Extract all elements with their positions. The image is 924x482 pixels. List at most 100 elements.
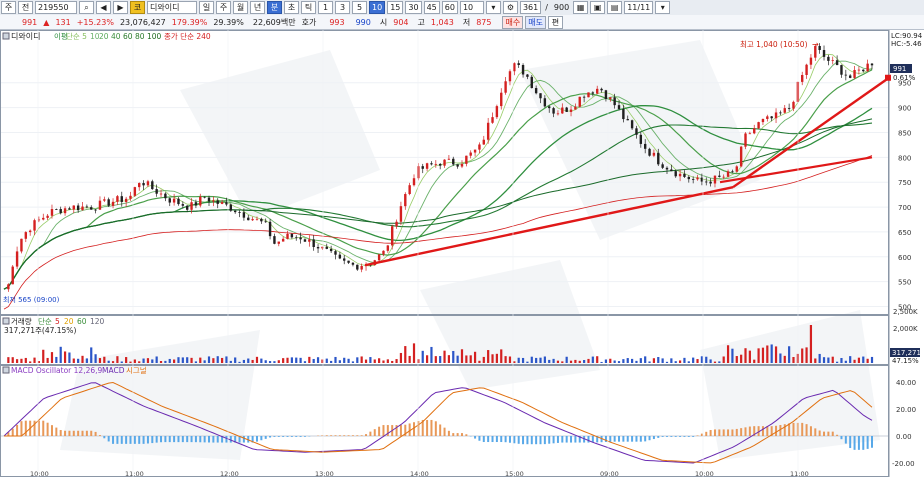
date-picker-icon[interactable]: ▾: [655, 1, 670, 14]
candle-body: [134, 187, 136, 196]
volume-bar: [622, 359, 624, 363]
candle-body: [190, 202, 192, 210]
volume-bar: [330, 361, 332, 363]
interval-10[interactable]: 10: [369, 1, 385, 14]
macd-oscillator-bar: [806, 424, 808, 436]
candle-body: [722, 177, 724, 178]
volume-bar: [20, 359, 22, 363]
tab-year[interactable]: 년: [250, 1, 265, 14]
macd-oscillator-bar: [156, 436, 158, 443]
next-stock-icon[interactable]: ▶: [113, 1, 128, 14]
macd-oscillator-bar: [649, 436, 651, 440]
hc-label: HC:-5.46: [891, 40, 922, 48]
open-label: 시: [374, 17, 390, 28]
volume-bar: [260, 359, 262, 363]
volume-bar: [762, 348, 764, 363]
volume-tick-1: 2,500K: [893, 308, 918, 316]
volume-bar: [679, 360, 681, 363]
macd-oscillator-bar: [20, 421, 22, 436]
tab-minute[interactable]: 분: [267, 1, 282, 14]
volume-bar: [640, 358, 642, 363]
macd-oscillator-bar: [125, 436, 127, 444]
interval-3[interactable]: 3: [335, 1, 350, 14]
candle-body: [186, 206, 188, 210]
tab-tick[interactable]: 틱: [301, 1, 316, 14]
tab-month[interactable]: 월: [233, 1, 248, 14]
macd-oscillator-bar: [439, 424, 441, 436]
calendar-icon[interactable]: ▤: [607, 1, 622, 14]
volume-bar: [784, 356, 786, 363]
market-select[interactable]: 전: [18, 1, 33, 14]
macd-oscillator-bar: [587, 436, 589, 443]
stock-type-select[interactable]: 주: [1, 1, 16, 14]
candle-body: [609, 97, 611, 99]
candle-body: [688, 177, 690, 179]
candle-body: [60, 209, 62, 213]
volume-bar: [25, 358, 27, 363]
lock-icon[interactable]: ▣: [590, 1, 605, 14]
candle-body: [749, 133, 751, 134]
stock-code-input[interactable]: 219550: [35, 1, 77, 14]
prev-stock-icon[interactable]: ◀: [96, 1, 111, 14]
volume-bar: [304, 361, 306, 363]
tab-day[interactable]: 일: [199, 1, 214, 14]
settings-icon[interactable]: ⚙: [503, 1, 518, 14]
candle-body: [138, 183, 140, 187]
macd-oscillator-bar: [766, 426, 768, 436]
date-field[interactable]: 11/11: [624, 1, 653, 14]
macd-oscillator-bar: [55, 428, 57, 436]
candle-body: [836, 60, 838, 65]
volume-bar: [518, 358, 520, 363]
volume-ma-5: 5: [55, 317, 60, 326]
tab-week[interactable]: 주: [216, 1, 231, 14]
candle-body: [500, 93, 502, 106]
tab-second[interactable]: 초: [284, 1, 299, 14]
macd-oscillator-bar: [718, 429, 720, 436]
sell-button[interactable]: 매도: [525, 16, 546, 29]
interval-30[interactable]: 30: [405, 1, 421, 14]
volume-tag-pct: 47.15%: [892, 357, 919, 365]
candle-body: [90, 207, 92, 209]
buy-button[interactable]: 매수: [502, 16, 523, 29]
macd-oscillator-bar: [570, 436, 572, 443]
interval-dropdown[interactable]: 10: [460, 1, 484, 14]
interval-1[interactable]: 1: [318, 1, 333, 14]
macd-oscillator-bar: [417, 421, 419, 436]
volume-bar: [33, 358, 35, 363]
candle-body: [295, 237, 297, 238]
search-icon[interactable]: ⌕: [79, 1, 94, 14]
interval-45[interactable]: 45: [424, 1, 440, 14]
volume-bar: [273, 361, 275, 363]
count-field[interactable]: 361: [520, 1, 541, 14]
edit-button[interactable]: 편: [548, 16, 563, 29]
macd-oscillator-bar: [457, 433, 459, 436]
macd-oscillator-bar: [871, 436, 873, 448]
candle-body: [234, 211, 236, 212]
candle-body: [352, 263, 354, 265]
candle-body: [286, 234, 288, 239]
candle-body: [858, 70, 860, 71]
candle-body: [265, 221, 267, 222]
company-name[interactable]: 디와이디: [147, 1, 197, 14]
candle-body: [147, 181, 149, 185]
volume-bar: [90, 347, 92, 363]
candle-body: [487, 123, 489, 140]
grid-icon[interactable]: ▦: [573, 1, 588, 14]
volume-bar: [160, 361, 162, 363]
interval-5[interactable]: 5: [352, 1, 367, 14]
interval-15[interactable]: 15: [387, 1, 403, 14]
volume-bar: [361, 356, 363, 363]
candle-body: [544, 98, 546, 106]
volume-bar: [47, 358, 49, 363]
volume-bar: [858, 358, 860, 363]
macd-oscillator-bar: [361, 435, 363, 436]
up-arrow-icon: ▲: [40, 18, 52, 27]
interval-60[interactable]: 60: [442, 1, 458, 14]
candle-body: [539, 93, 541, 98]
macd-oscillator-bar: [618, 436, 620, 442]
candle-body: [343, 258, 345, 260]
macd-oscillator-bar: [169, 436, 171, 442]
chevron-down-icon[interactable]: ▾: [486, 1, 501, 14]
candle-body: [849, 75, 851, 77]
